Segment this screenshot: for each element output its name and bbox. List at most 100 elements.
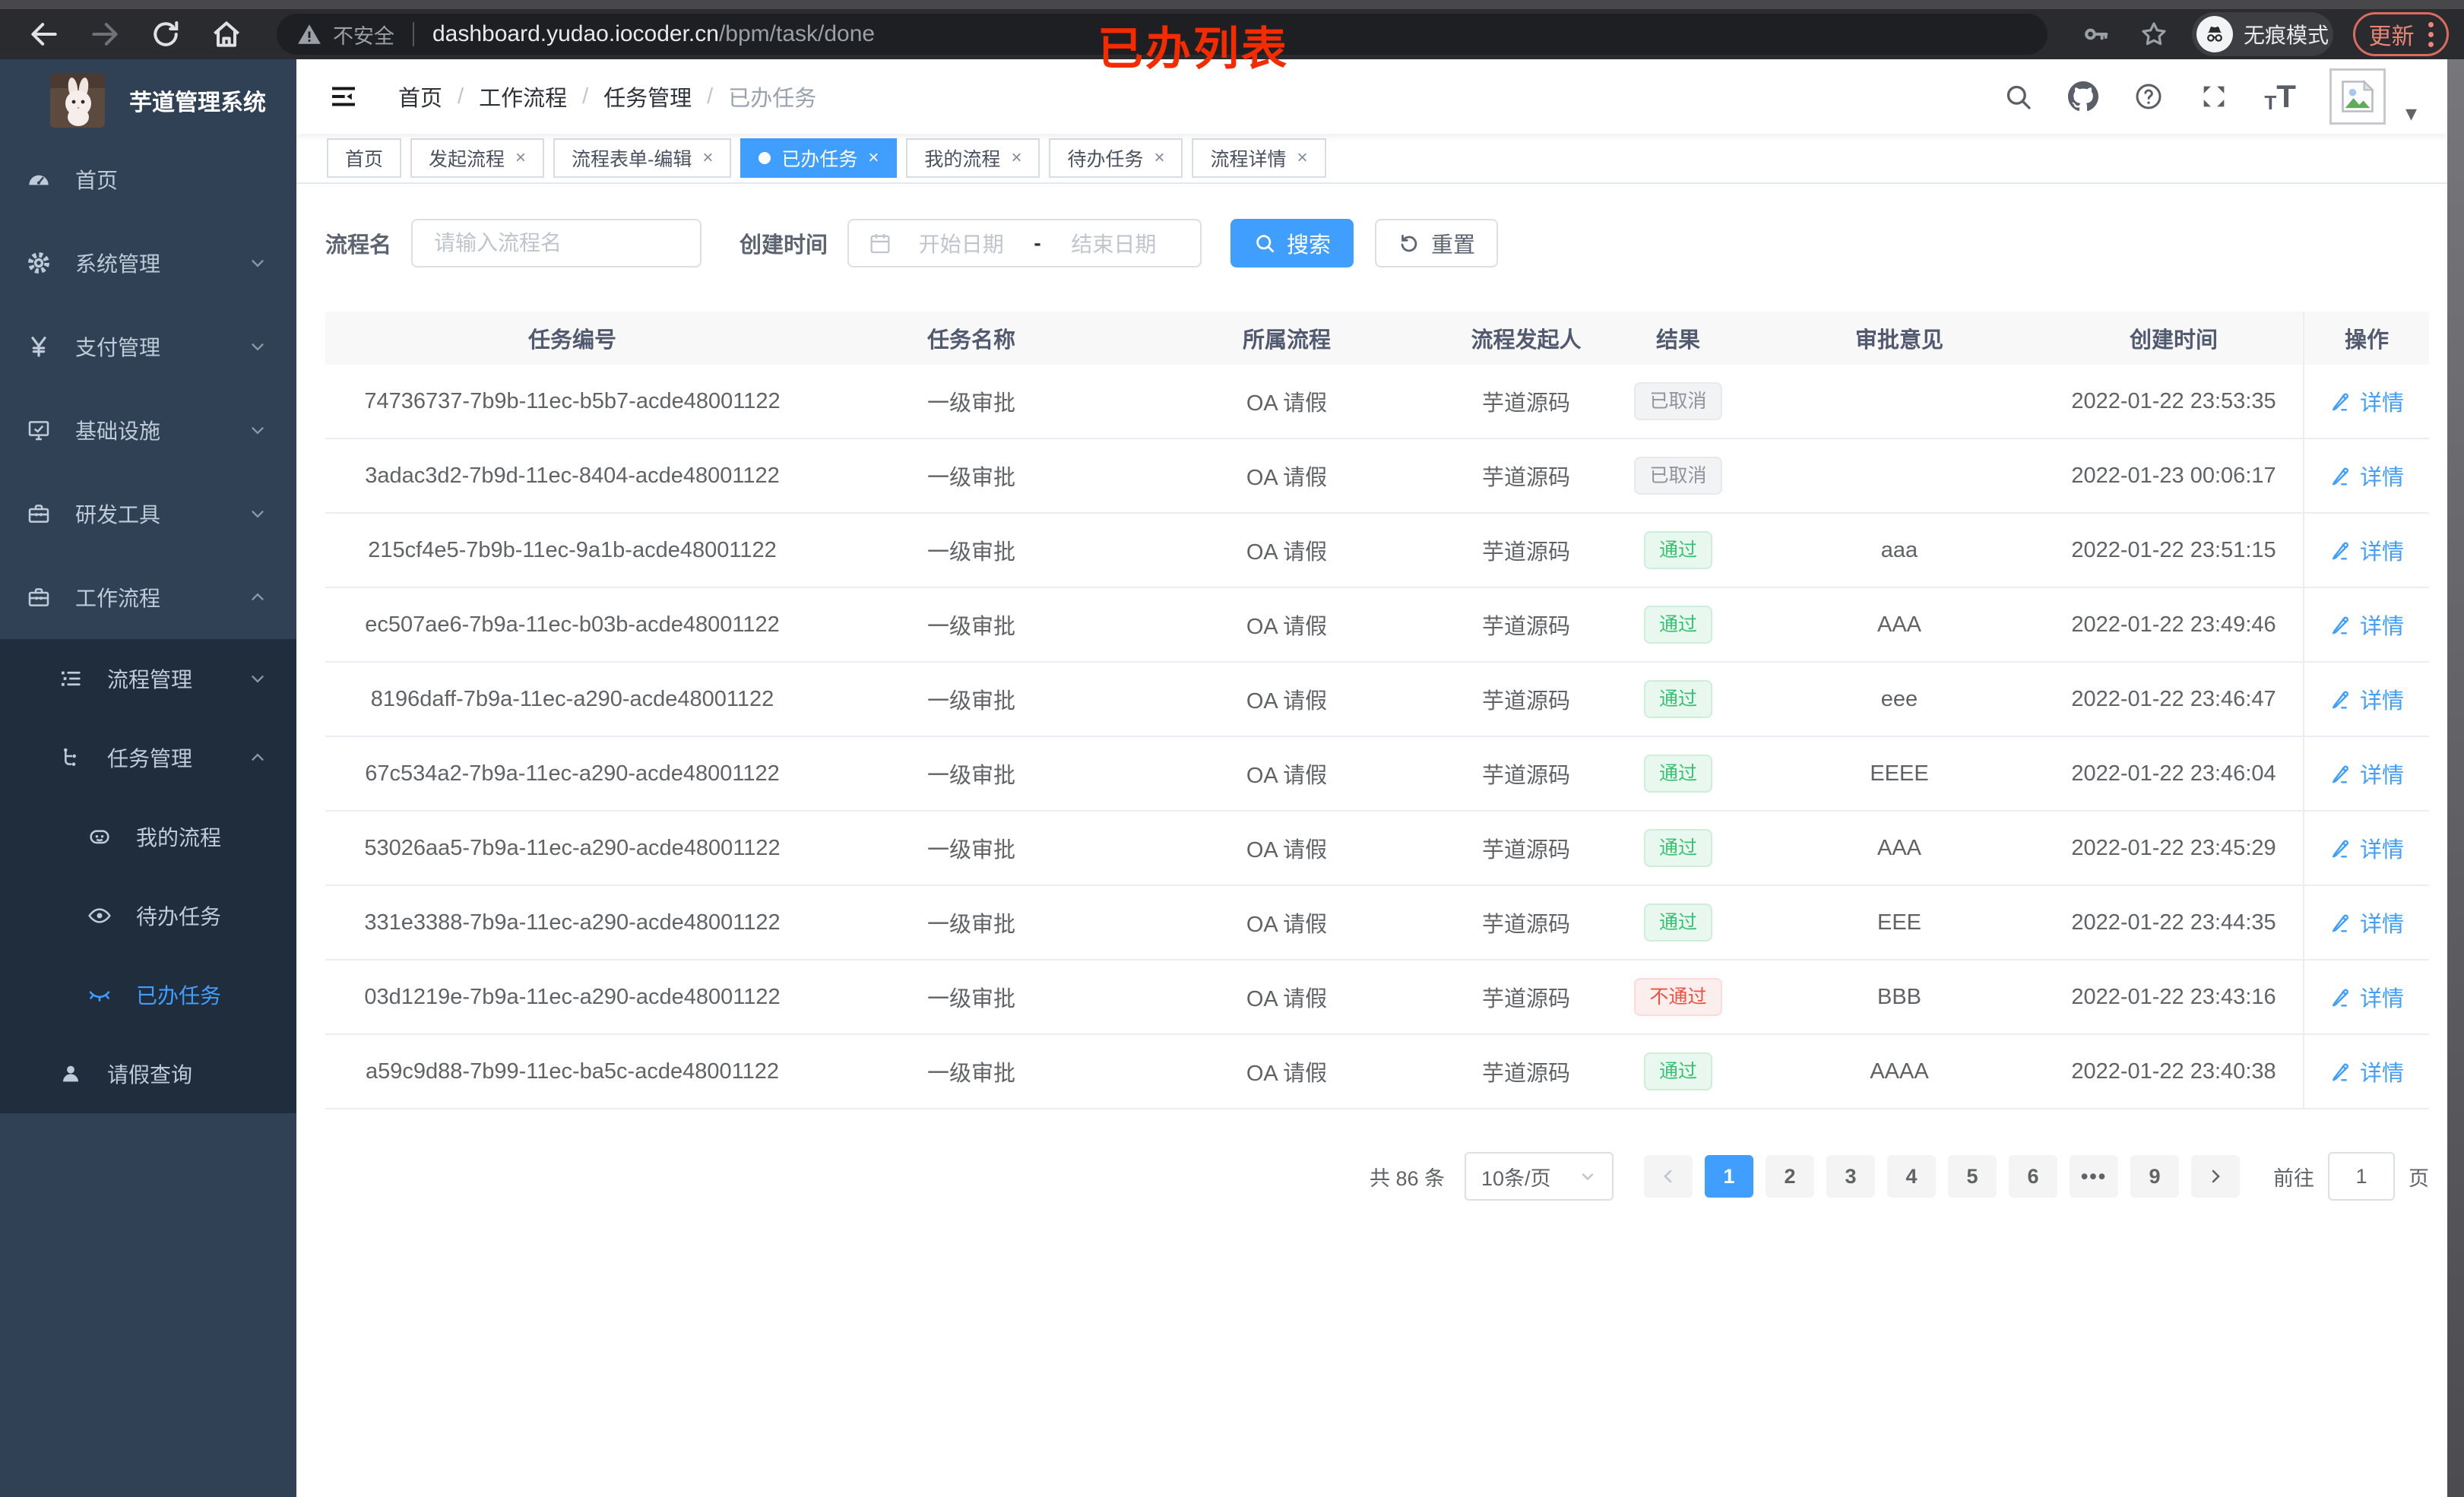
detail-link[interactable]: 详情 <box>2329 1055 2404 1087</box>
end-date-placeholder[interactable]: 结束日期 <box>1071 233 1157 256</box>
sidebar-item-首页[interactable]: 首页 <box>0 138 296 221</box>
chevron-down-icon <box>248 253 268 273</box>
search-button[interactable]: 搜索 <box>1230 219 1354 267</box>
eye-icon <box>87 904 112 928</box>
browser-back-icon[interactable] <box>27 17 61 51</box>
breadcrumb-task-mgmt[interactable]: 任务管理 <box>603 87 692 111</box>
calendar-icon <box>870 233 890 254</box>
detail-link[interactable]: 详情 <box>2329 981 2404 1013</box>
page-button-3[interactable]: 3 <box>1826 1155 1875 1198</box>
browser-update-button[interactable]: 更新 <box>2353 12 2449 56</box>
sidebar-item-基础设施[interactable]: 基础设施 <box>0 388 296 472</box>
browser-home-icon[interactable] <box>210 17 243 51</box>
sidebar-item-流程管理[interactable]: 流程管理 <box>0 639 296 718</box>
incognito-label: 无痕模式 <box>2244 24 2329 47</box>
create-time-label: 创建时间 <box>740 233 828 258</box>
bookmark-star-icon[interactable] <box>2139 19 2169 49</box>
operations-cell: 详情 <box>2303 886 2429 959</box>
tab-待办任务[interactable]: 待办任务 × <box>1049 138 1183 178</box>
github-icon[interactable] <box>2068 81 2099 112</box>
detail-link[interactable]: 详情 <box>2329 534 2404 566</box>
task-id-cell: 53026aa5-7b9a-11ec-a290-acde48001122 <box>364 835 781 860</box>
process-cell: OA 请假 <box>1246 466 1328 490</box>
browser-menu-icon[interactable] <box>2428 21 2434 47</box>
page-button-4[interactable]: 4 <box>1887 1155 1936 1198</box>
sidebar-item-我的流程[interactable]: 我的流程 <box>0 797 296 876</box>
tab-close-icon[interactable]: × <box>702 147 714 168</box>
result-cell: 通过 <box>1602 663 1754 736</box>
avatar[interactable] <box>2329 68 2386 125</box>
tab-流程表单-编辑[interactable]: 流程表单-编辑 × <box>553 138 732 178</box>
done-task-table: 任务编号 任务名称 所属流程 流程发起人 结果 审批意见 创建时间 操作 74736737-7… <box>325 312 2429 1109</box>
breadcrumb-home[interactable]: 首页 <box>398 87 443 111</box>
date-range-picker[interactable]: 开始日期 - 结束日期 <box>847 219 1202 267</box>
goto-page-input[interactable] <box>2328 1152 2395 1201</box>
fullscreen-icon[interactable] <box>2199 81 2229 112</box>
task-id-cell: ec507ae6-7b9a-11ec-b03b-acde48001122 <box>365 612 780 637</box>
opinion-cell <box>1754 439 2044 512</box>
process-name-input[interactable] <box>411 219 702 267</box>
sidebar-item-任务管理[interactable]: 任务管理 <box>0 718 296 797</box>
tab-close-icon[interactable]: × <box>515 147 527 168</box>
sidebar-collapse-icon[interactable] <box>327 81 360 112</box>
column-header: 审批意见 <box>1854 328 1943 353</box>
more-pages-button[interactable]: ••• <box>2070 1155 2118 1198</box>
page-button-1[interactable]: 1 <box>1705 1155 1753 1198</box>
breadcrumb-workflow[interactable]: 工作流程 <box>479 87 568 111</box>
prev-page-button[interactable] <box>1644 1155 1693 1198</box>
search-icon[interactable] <box>2003 81 2033 112</box>
result-cell: 通过 <box>1602 886 1754 959</box>
sidebar-item-支付管理[interactable]: 支付管理 <box>0 305 296 388</box>
tab-close-icon[interactable]: × <box>1011 147 1022 168</box>
page-button-2[interactable]: 2 <box>1766 1155 1814 1198</box>
sidebar-item-已办任务[interactable]: 已办任务 <box>0 955 296 1034</box>
password-key-icon[interactable] <box>2081 19 2111 49</box>
tab-close-icon[interactable]: × <box>868 147 879 168</box>
tab-label: 我的流程 <box>924 149 1001 170</box>
sidebar-item-工作流程[interactable]: 工作流程 <box>0 555 296 639</box>
next-page-button[interactable] <box>2191 1155 2240 1198</box>
page-button-6[interactable]: 6 <box>2009 1155 2057 1198</box>
detail-link[interactable]: 详情 <box>2329 758 2404 790</box>
tab-close-icon[interactable]: × <box>1154 147 1165 168</box>
incognito-icon <box>2196 16 2233 52</box>
sidebar-item-系统管理[interactable]: 系统管理 <box>0 221 296 305</box>
tab-流程详情[interactable]: 流程详情 × <box>1192 138 1326 178</box>
app-logo <box>50 73 105 128</box>
tab-我的流程[interactable]: 我的流程 × <box>906 138 1040 178</box>
opinion-cell: EEEE <box>1870 761 1929 786</box>
detail-link[interactable]: 详情 <box>2329 609 2404 641</box>
browser-tabstrip <box>0 0 2464 9</box>
detail-link[interactable]: 详情 <box>2329 832 2404 864</box>
tab-发起流程[interactable]: 发起流程 × <box>410 138 545 178</box>
tab-首页[interactable]: 首页 <box>327 138 402 178</box>
detail-link[interactable]: 详情 <box>2329 460 2404 492</box>
chevron-up-icon <box>248 587 268 607</box>
page-size-select[interactable]: 10条/页 <box>1465 1152 1614 1201</box>
browser-forward-icon[interactable] <box>88 17 122 51</box>
sidebar-item-待办任务[interactable]: 待办任务 <box>0 876 296 955</box>
help-icon[interactable] <box>2133 81 2164 112</box>
opinion-cell: AAA <box>1877 612 1922 637</box>
process-cell: OA 请假 <box>1246 838 1328 862</box>
detail-link[interactable]: 详情 <box>2329 683 2404 715</box>
create-time-cell: 2022-01-22 23:46:47 <box>2071 686 2276 711</box>
eye-closed-icon <box>87 983 112 1007</box>
sidebar-item-请假查询[interactable]: 请假查询 <box>0 1034 296 1113</box>
browser-reload-icon[interactable] <box>149 17 182 51</box>
update-label: 更新 <box>2368 24 2415 49</box>
detail-link[interactable]: 详情 <box>2329 385 2404 417</box>
page-button-9[interactable]: 9 <box>2130 1155 2179 1198</box>
detail-link[interactable]: 详情 <box>2329 907 2404 938</box>
tab-close-icon[interactable]: × <box>1297 147 1308 168</box>
avatar-caret-icon[interactable]: ▾ <box>2405 100 2417 126</box>
active-tab-dot <box>759 152 771 164</box>
page-button-5[interactable]: 5 <box>1948 1155 1997 1198</box>
sidebar-item-研发工具[interactable]: 研发工具 <box>0 472 296 555</box>
start-date-placeholder[interactable]: 开始日期 <box>918 233 1004 256</box>
reset-button[interactable]: 重置 <box>1375 219 1499 267</box>
address-bar[interactable]: 不安全 dashboard.yudao.iocoder.cn/bpm/task/… <box>277 14 2048 55</box>
tab-已办任务[interactable]: 已办任务 × <box>740 138 898 178</box>
